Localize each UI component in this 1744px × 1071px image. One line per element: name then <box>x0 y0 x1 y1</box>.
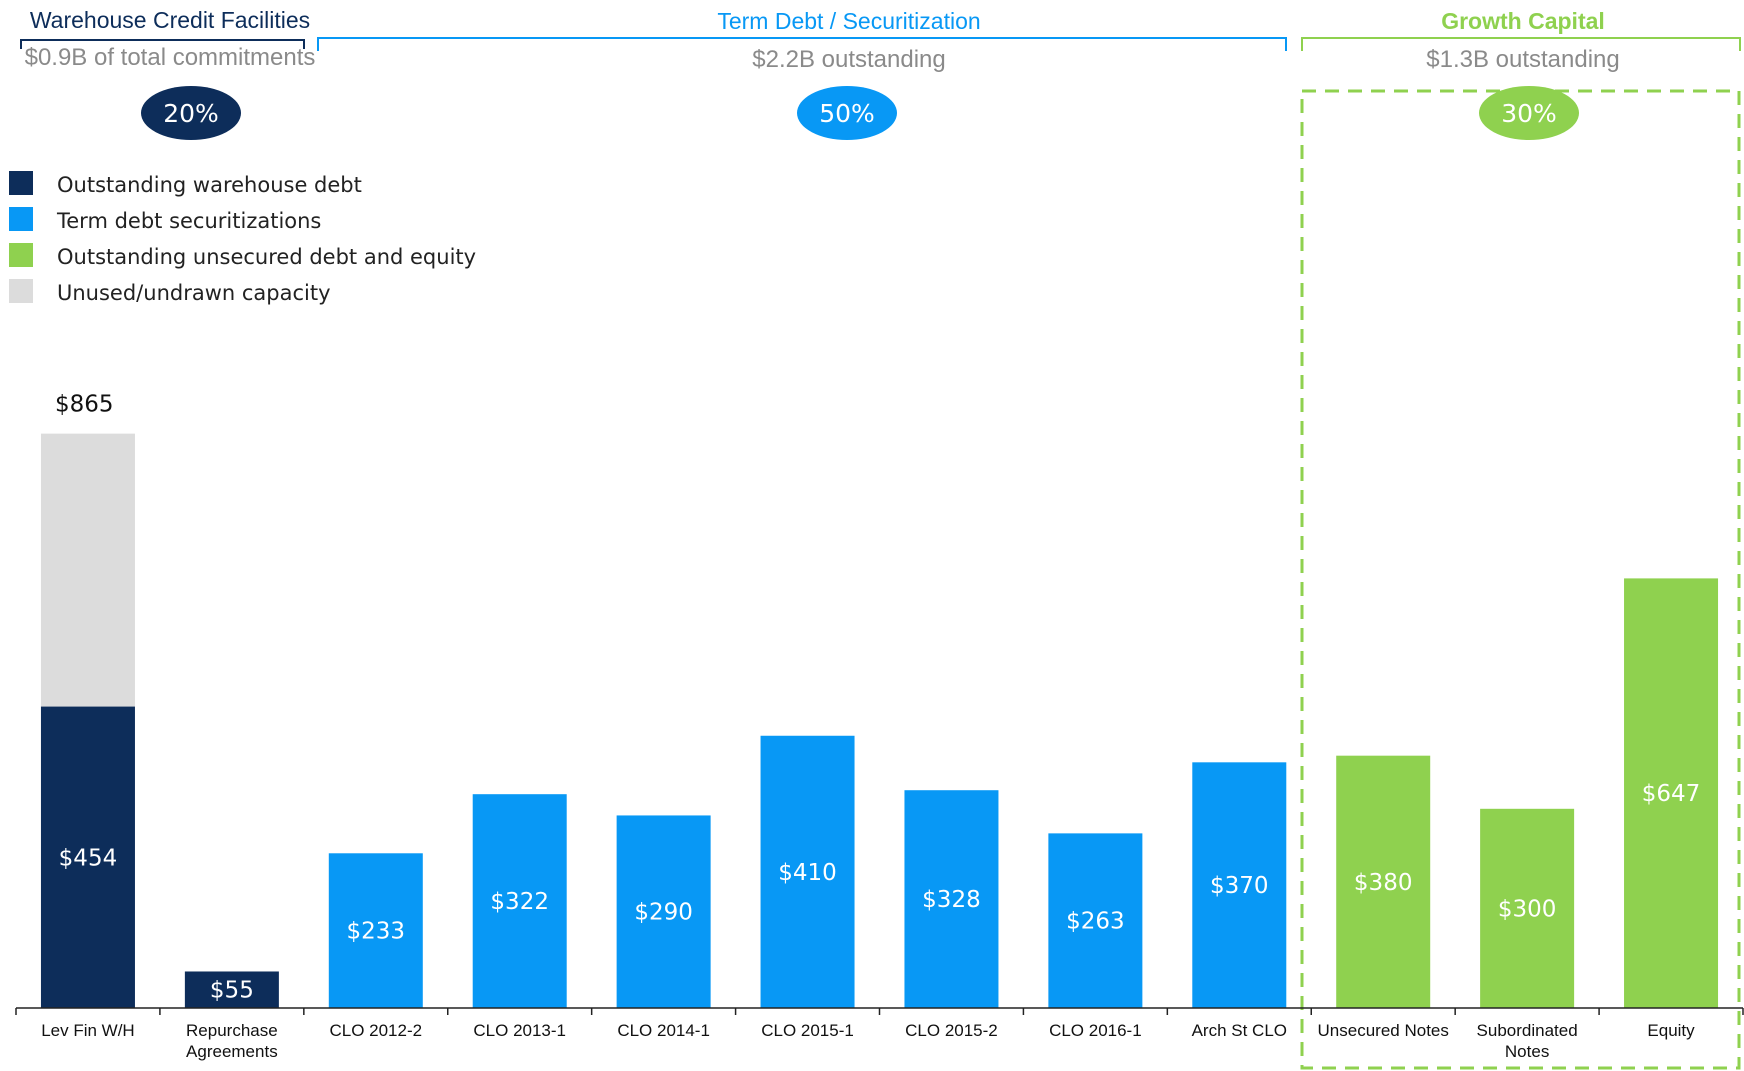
data-label: $55 <box>210 978 254 1004</box>
data-label: $328 <box>922 887 981 913</box>
legend-swatch-growth <box>9 243 33 267</box>
bar <box>760 735 855 1008</box>
tick-label: CLO 2014-1 <box>617 1021 710 1040</box>
tick-label: CLO 2012-2 <box>329 1021 422 1040</box>
data-label: $454 <box>59 845 118 871</box>
tick-label: Equity <box>1647 1021 1695 1040</box>
tick-label: CLO 2013-1 <box>473 1021 566 1040</box>
data-label: $380 <box>1354 870 1413 896</box>
section-growth-bracket <box>1301 37 1741 51</box>
legend-swatch-unused <box>9 279 33 303</box>
legend-label-unused: Unused/undrawn capacity <box>57 281 331 305</box>
section-growth-pill-text: 30% <box>1501 99 1557 128</box>
bar <box>1624 578 1719 1008</box>
section-term-bracket <box>317 37 1287 51</box>
section-growth: Growth Capital $1.3B outstanding 30% <box>1300 8 1741 1070</box>
section-warehouse-pill <box>141 86 241 140</box>
section-term-debt: Term Debt / Securitization $2.2B outstan… <box>317 8 1287 140</box>
section-warehouse: Warehouse Credit Facilities $0.9B of tot… <box>20 7 316 140</box>
plot-area: $454 $865 Lev Fin W/H $55 Repurchase Agreemen… <box>15 392 1744 1061</box>
tick-label: Subordinated <box>1477 1021 1578 1040</box>
legend-label-growth: Outstanding unsecured debt and equity <box>57 245 476 269</box>
bar <box>328 853 423 1008</box>
bar <box>904 790 999 1008</box>
section-term-pill <box>797 86 897 140</box>
tick-label: CLO 2015-2 <box>905 1021 998 1040</box>
bar <box>1192 762 1287 1008</box>
data-label: $233 <box>347 919 406 945</box>
bar <box>616 815 711 1008</box>
section-warehouse-subtitle: $0.9B of total commitments <box>25 44 316 71</box>
section-term-title: Term Debt / Securitization <box>717 8 980 34</box>
data-label: $647 <box>1642 781 1701 807</box>
legend-label-warehouse: Outstanding warehouse debt <box>57 173 362 197</box>
section-warehouse-pill-text: 20% <box>163 99 219 128</box>
tick-label: CLO 2016-1 <box>1049 1021 1142 1040</box>
section-term-subtitle: $2.2B outstanding <box>752 46 946 73</box>
tick-label: Arch St CLO <box>1192 1021 1287 1040</box>
legend: Outstanding warehouse debt Term debt sec… <box>9 171 476 305</box>
section-term-pill-text: 50% <box>819 99 875 128</box>
bar <box>184 971 279 1008</box>
growth-dashed-box <box>1300 89 1741 1070</box>
bar <box>40 706 135 1008</box>
tick-label: Notes <box>1505 1042 1549 1061</box>
data-label: $263 <box>1066 909 1125 935</box>
legend-swatch-term <box>9 207 33 231</box>
tick-label: Lev Fin W/H <box>41 1021 135 1040</box>
tick-label: CLO 2015-1 <box>761 1021 854 1040</box>
tick-label: Unsecured Notes <box>1318 1021 1449 1040</box>
legend-swatch-warehouse <box>9 171 33 195</box>
section-growth-title: Growth Capital <box>1441 8 1605 34</box>
total-label: $865 <box>55 392 114 418</box>
legend-label-term: Term debt securitizations <box>56 209 321 233</box>
bar <box>1048 833 1143 1008</box>
data-label: $370 <box>1210 873 1269 899</box>
bar <box>472 794 567 1008</box>
data-label: $300 <box>1498 896 1557 922</box>
data-label: $290 <box>634 900 693 926</box>
data-label: $410 <box>778 860 837 886</box>
tick-label: Repurchase <box>186 1021 278 1040</box>
section-growth-subtitle: $1.3B outstanding <box>1426 46 1620 73</box>
bar-unused-capacity <box>40 433 135 707</box>
section-warehouse-title: Warehouse Credit Facilities <box>30 7 310 33</box>
section-warehouse-bracket <box>20 39 305 49</box>
section-growth-pill <box>1479 86 1579 140</box>
tick-label: Agreements <box>186 1042 278 1061</box>
data-label: $322 <box>490 889 549 915</box>
bar <box>1336 755 1431 1008</box>
bar <box>1480 808 1575 1008</box>
